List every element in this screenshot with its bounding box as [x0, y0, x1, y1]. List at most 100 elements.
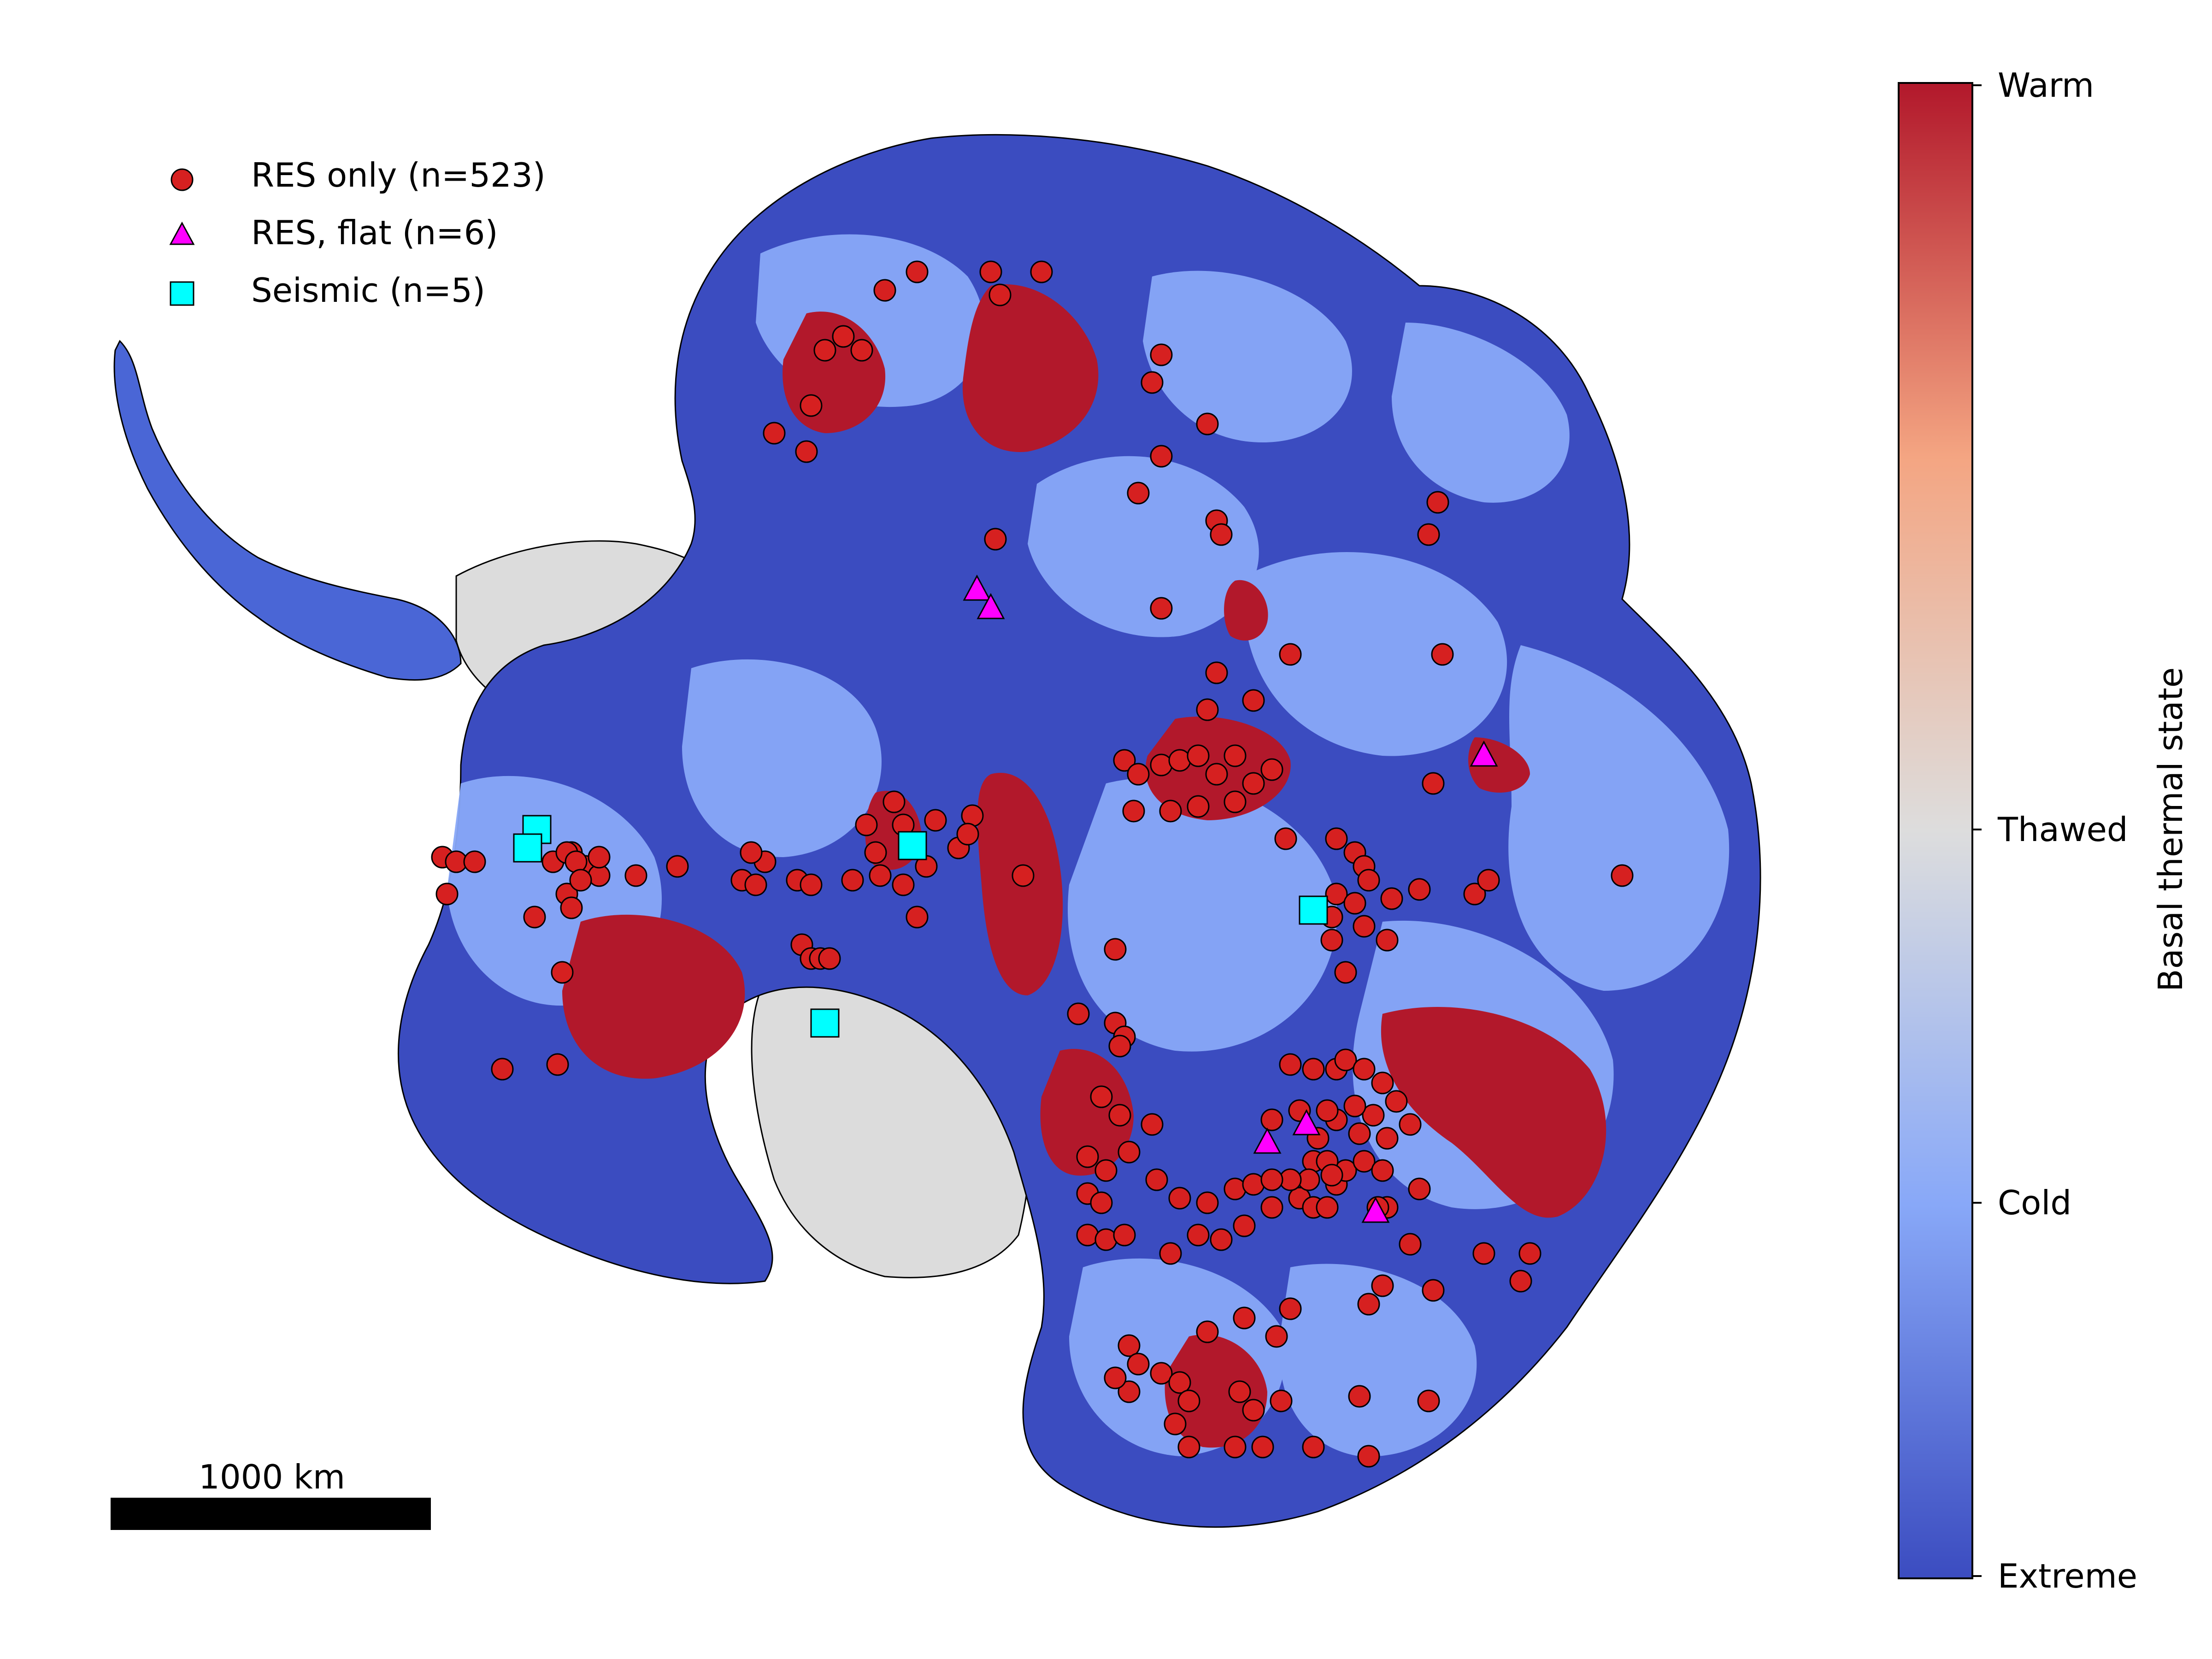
res-only-marker [1224, 1435, 1247, 1459]
res-only-marker [1224, 1177, 1247, 1200]
res-only-marker [1113, 1224, 1136, 1247]
res-only-marker [1357, 1293, 1380, 1316]
colorbar-tick-warm: Warm [1998, 66, 2094, 105]
scale-bar: 1000 km [111, 1458, 431, 1530]
res-only-marker [984, 528, 1007, 551]
res-only-marker [1030, 260, 1053, 283]
res-only-marker [906, 260, 929, 283]
res-only-marker [1242, 689, 1265, 712]
res-only-marker [1279, 1053, 1302, 1076]
res-only-marker [906, 906, 929, 929]
res-only-marker [1265, 1325, 1288, 1348]
res-only-marker [1463, 882, 1486, 906]
res-only-marker [1348, 1122, 1371, 1145]
res-only-marker [1353, 915, 1376, 938]
res-only-marker [795, 440, 818, 463]
seismic-marker [513, 833, 542, 863]
res-only-marker [1141, 371, 1164, 394]
res-only-marker [435, 882, 459, 906]
res-only-marker [1168, 1187, 1191, 1210]
res-only-marker [1118, 1141, 1141, 1164]
res-only-marker [1090, 1085, 1113, 1108]
res-only-marker [1187, 744, 1210, 767]
res-only-marker [1113, 749, 1136, 772]
res-only-marker [1242, 1399, 1265, 1422]
res-only-marker [744, 873, 767, 896]
res-only-marker [1196, 698, 1219, 721]
scale-bar-label: 1000 km [199, 1458, 345, 1496]
antarctica-map [113, 134, 1761, 1528]
res-only-marker [1233, 1306, 1256, 1330]
res-only-marker [1196, 1320, 1219, 1343]
res-only-marker [666, 855, 689, 878]
res-only-markers [431, 260, 1634, 1468]
res-only-marker [1385, 1090, 1408, 1113]
res-only-marker [1150, 343, 1173, 366]
seismic-markers [513, 815, 1328, 1038]
res-only-marker [1348, 1385, 1371, 1408]
res-only-marker [1274, 827, 1297, 850]
res-only-marker [1260, 1108, 1283, 1131]
res-only-marker [832, 325, 855, 348]
res-only-marker [1279, 643, 1302, 666]
res-only-marker [463, 850, 486, 873]
res-only-marker [892, 873, 915, 896]
res-only-marker [1320, 1164, 1343, 1187]
res-only-marker [1122, 800, 1145, 823]
res-only-marker [1164, 1412, 1187, 1435]
res-only-marker [1150, 1362, 1173, 1385]
res-only-marker [740, 841, 763, 864]
res-only-marker [864, 841, 887, 864]
res-only-marker [1104, 1366, 1127, 1389]
res-only-marker [1399, 1113, 1422, 1136]
res-only-marker [1260, 1168, 1283, 1191]
res-flat-marker [1253, 1127, 1282, 1154]
res-only-marker [1357, 869, 1380, 892]
legend-marker-seismic [170, 281, 194, 306]
res-only-marker [1127, 1353, 1150, 1376]
res-only-marker [1518, 1242, 1541, 1265]
res-only-marker [1417, 523, 1440, 546]
cold-regions [447, 234, 1730, 1457]
res-only-marker [1067, 1002, 1090, 1025]
res-only-marker [1145, 1168, 1168, 1191]
res-only-marker [1090, 1191, 1113, 1214]
res-only-marker [1380, 887, 1403, 910]
res-only-marker [546, 1053, 569, 1076]
res-only-marker [1316, 1196, 1339, 1219]
res-only-marker [988, 283, 1012, 306]
res-only-marker [1118, 1380, 1141, 1403]
res-only-marker [551, 961, 574, 984]
res-only-marker [1168, 749, 1191, 772]
res-only-marker [1141, 1113, 1164, 1136]
res-only-marker [1611, 864, 1634, 887]
res-only-marker [1094, 1159, 1118, 1182]
legend-marker-res-flat [169, 221, 195, 245]
seismic-marker [1299, 895, 1328, 925]
colorbar-gradient [1898, 82, 1973, 1579]
res-only-marker [1076, 1224, 1099, 1247]
res-only-marker [1104, 938, 1127, 961]
colorbar: Warm Thawed Cold Extreme Basal thermal s… [1898, 66, 2190, 1595]
res-only-marker [1371, 1274, 1394, 1297]
res-only-marker [1357, 1445, 1380, 1468]
res-only-marker [979, 260, 1002, 283]
res-only-marker [569, 869, 592, 892]
res-only-marker [1228, 1380, 1251, 1403]
res-only-marker [1210, 523, 1233, 546]
res-only-marker [1422, 1279, 1445, 1302]
res-only-marker [1371, 1071, 1394, 1094]
res-only-marker [956, 823, 979, 846]
res-only-marker [1325, 827, 1348, 850]
res-only-marker [1224, 790, 1247, 813]
res-flat-marker [1470, 740, 1498, 767]
res-only-marker [1177, 1389, 1200, 1412]
colorbar-tick-extreme: Extreme [1998, 1557, 2137, 1595]
res-only-marker [1076, 1145, 1099, 1168]
res-only-marker [1150, 753, 1173, 777]
res-only-marker [841, 869, 864, 892]
legend-label-res-flat: RES, flat (n=6) [251, 213, 498, 252]
res-only-marker [1417, 1389, 1440, 1412]
res-only-marker [1426, 491, 1449, 514]
